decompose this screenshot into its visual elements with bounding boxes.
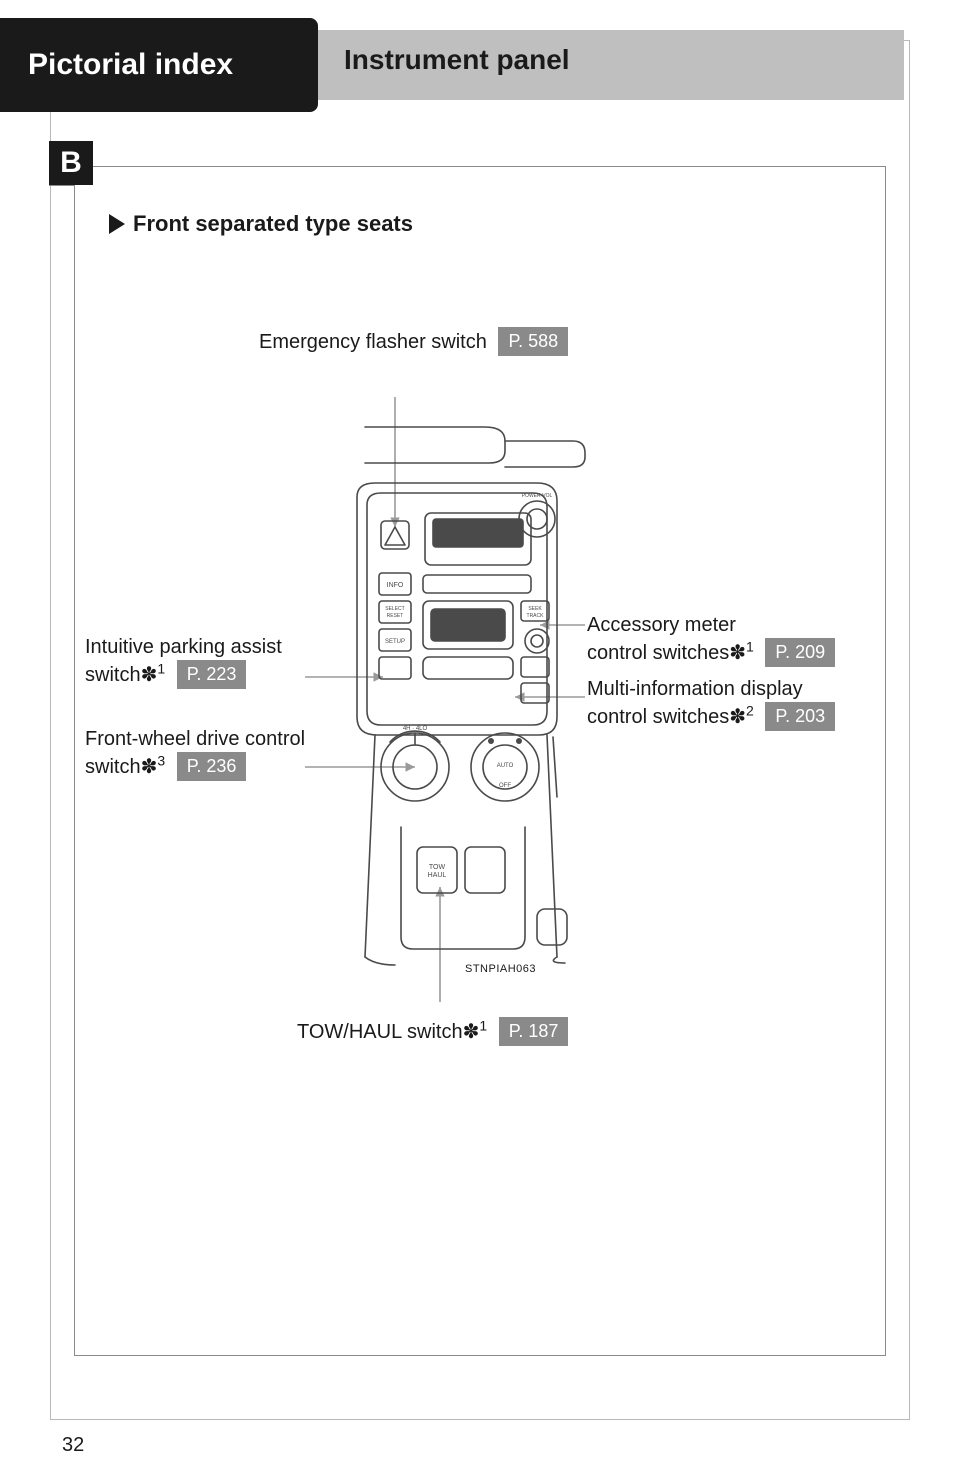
svg-text:OFF: OFF (499, 783, 511, 789)
svg-text:RESET: RESET (387, 613, 404, 619)
section-heading: Front separated type seats (133, 211, 413, 237)
callout-parking-line2: switch✽1 P. 223 (85, 660, 315, 689)
callout-multi-line1: Multi-information display (587, 677, 887, 702)
page-ref-tow: P. 187 (499, 1017, 569, 1046)
page-number: 32 (62, 1434, 84, 1457)
page-ref-multi: P. 203 (765, 702, 835, 731)
content-frame: B Front separated type seats Emergency f… (74, 166, 886, 1356)
section-heading-row: Front separated type seats (109, 211, 413, 237)
page-subtitle: Instrument panel (344, 44, 570, 76)
page-ref-emergency: P. 588 (498, 327, 568, 356)
svg-text:POWER·VOL: POWER·VOL (522, 493, 553, 499)
console-diagram: INFO SELECT RESET SETUP SEEK TRACK (305, 397, 605, 1017)
callout-accessory-line2: control switches✽1 P. 209 (587, 638, 887, 667)
callout-tow: TOW/HAUL switch✽1 P. 187 (297, 1017, 568, 1046)
callout-parking: Intuitive parking assist switch✽1 P. 223 (85, 635, 315, 689)
callout-parking-line1: Intuitive parking assist (85, 635, 315, 660)
callout-fwd-line2: switch✽3 P. 236 (85, 752, 335, 781)
callout-accessory: Accessory meter control switches✽1 P. 20… (587, 613, 887, 667)
page-title: Pictorial index (28, 48, 233, 82)
page-ref-parking: P. 223 (177, 660, 247, 689)
page-ref-accessory: P. 209 (765, 638, 835, 667)
svg-text:HAUL: HAUL (428, 872, 447, 879)
svg-text:4H · 4LO: 4H · 4LO (403, 726, 428, 732)
svg-text:TRACK: TRACK (527, 613, 545, 619)
badge-connector (49, 185, 75, 186)
callout-emergency-label: Emergency flasher switch (259, 331, 487, 353)
title-box: Pictorial index (0, 18, 318, 112)
section-badge: B (49, 141, 93, 185)
callout-multi: Multi-information display control switch… (587, 677, 887, 731)
svg-text:TOW: TOW (429, 864, 446, 871)
triangle-icon (109, 214, 125, 234)
callout-fwd: Front-wheel drive control switch✽3 P. 23… (85, 727, 335, 781)
svg-text:SEEK: SEEK (528, 606, 542, 612)
diagram-area: Emergency flasher switch P. 588 Intuitiv… (75, 287, 885, 1187)
callout-multi-line2: control switches✽2 P. 203 (587, 702, 887, 731)
svg-text:SETUP: SETUP (385, 639, 405, 645)
section-badge-label: B (60, 146, 82, 180)
page-ref-fwd: P. 236 (177, 752, 247, 781)
callout-fwd-line1: Front-wheel drive control (85, 727, 335, 752)
callout-emergency: Emergency flasher switch P. 588 (259, 327, 568, 356)
callout-accessory-line1: Accessory meter (587, 613, 887, 638)
svg-text:AUTO: AUTO (497, 763, 514, 769)
svg-text:INFO: INFO (387, 582, 404, 589)
svg-text:SELECT: SELECT (385, 606, 404, 612)
